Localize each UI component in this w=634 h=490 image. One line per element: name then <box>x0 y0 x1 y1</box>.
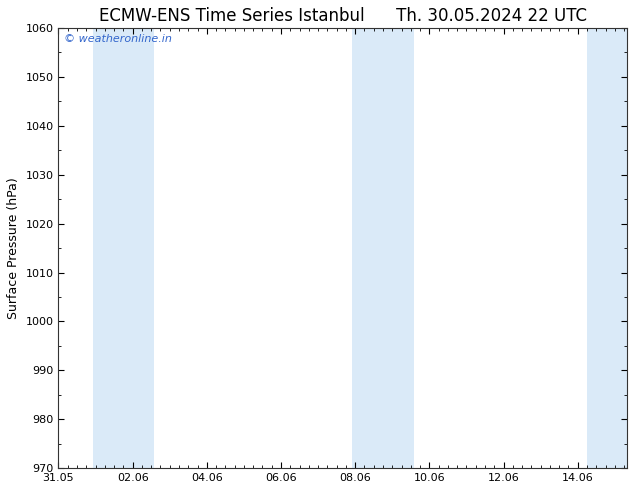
Y-axis label: Surface Pressure (hPa): Surface Pressure (hPa) <box>7 177 20 319</box>
Title: ECMW-ENS Time Series Istanbul      Th. 30.05.2024 22 UTC: ECMW-ENS Time Series Istanbul Th. 30.05.… <box>99 7 587 25</box>
Bar <box>117 28 154 468</box>
Text: © weatheronline.in: © weatheronline.in <box>64 34 172 45</box>
Bar <box>587 28 627 468</box>
Bar <box>377 28 414 468</box>
Bar <box>93 28 117 468</box>
Bar <box>353 28 377 468</box>
